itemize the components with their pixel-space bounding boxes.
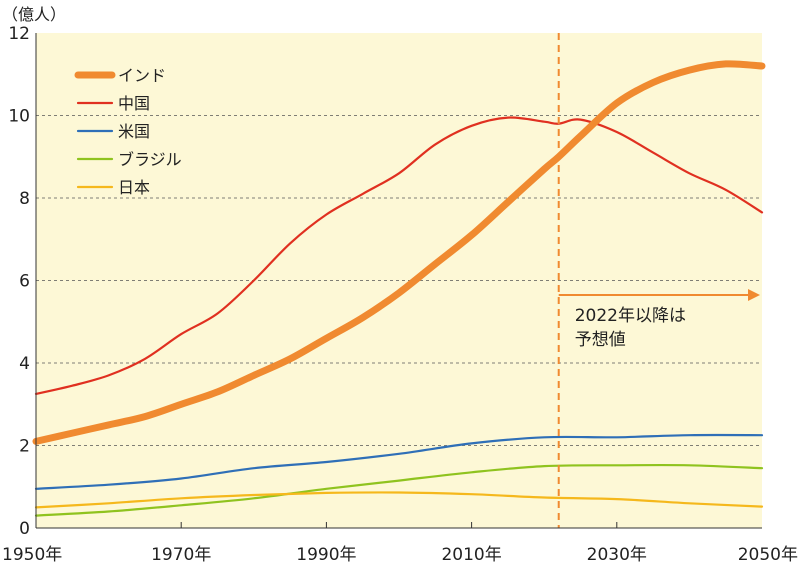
- x-tick-label: 2050年: [738, 545, 798, 565]
- series-0-line: [32, 60, 766, 445]
- y-tick-label: 2: [19, 437, 30, 457]
- projection-note: 予想値: [575, 330, 626, 350]
- x-tick-label: 1990年: [296, 545, 356, 565]
- y-tick-label: 8: [19, 189, 30, 209]
- legend-label: インド: [118, 66, 166, 85]
- y-tick-label: 12: [8, 24, 30, 44]
- legend-label: ブラジル: [118, 150, 182, 169]
- x-tick-label: 1950年: [2, 545, 62, 565]
- legend-label: 中国: [118, 94, 150, 113]
- series-1-line: [34, 116, 764, 395]
- series-2-line: [34, 433, 764, 490]
- y-tick-label: 6: [19, 272, 30, 292]
- series-layer: [32, 60, 766, 517]
- axis-ticks: 0 2 4 6 8 10 12 1950年 1970年 1990年 2010年 2030年 2050年: [2, 24, 798, 565]
- gridlines: [36, 115, 762, 446]
- x-tick-label: 1970年: [151, 545, 211, 565]
- series-4-line: [34, 491, 764, 509]
- x-tick-label: 2010年: [441, 545, 501, 565]
- legend-label: 米国: [118, 122, 150, 141]
- y-tick-label: 4: [19, 354, 30, 374]
- y-tick-label: 0: [19, 519, 30, 539]
- projection-arrow-head: [748, 289, 760, 301]
- legend-label: 日本: [118, 178, 150, 197]
- series-3-line: [34, 463, 764, 517]
- projection-note: 2022年以降は: [575, 306, 686, 326]
- y-tick-label: 10: [8, 107, 30, 127]
- x-tick-label: 2030年: [587, 545, 647, 565]
- y-unit-label: （億人）: [2, 5, 66, 24]
